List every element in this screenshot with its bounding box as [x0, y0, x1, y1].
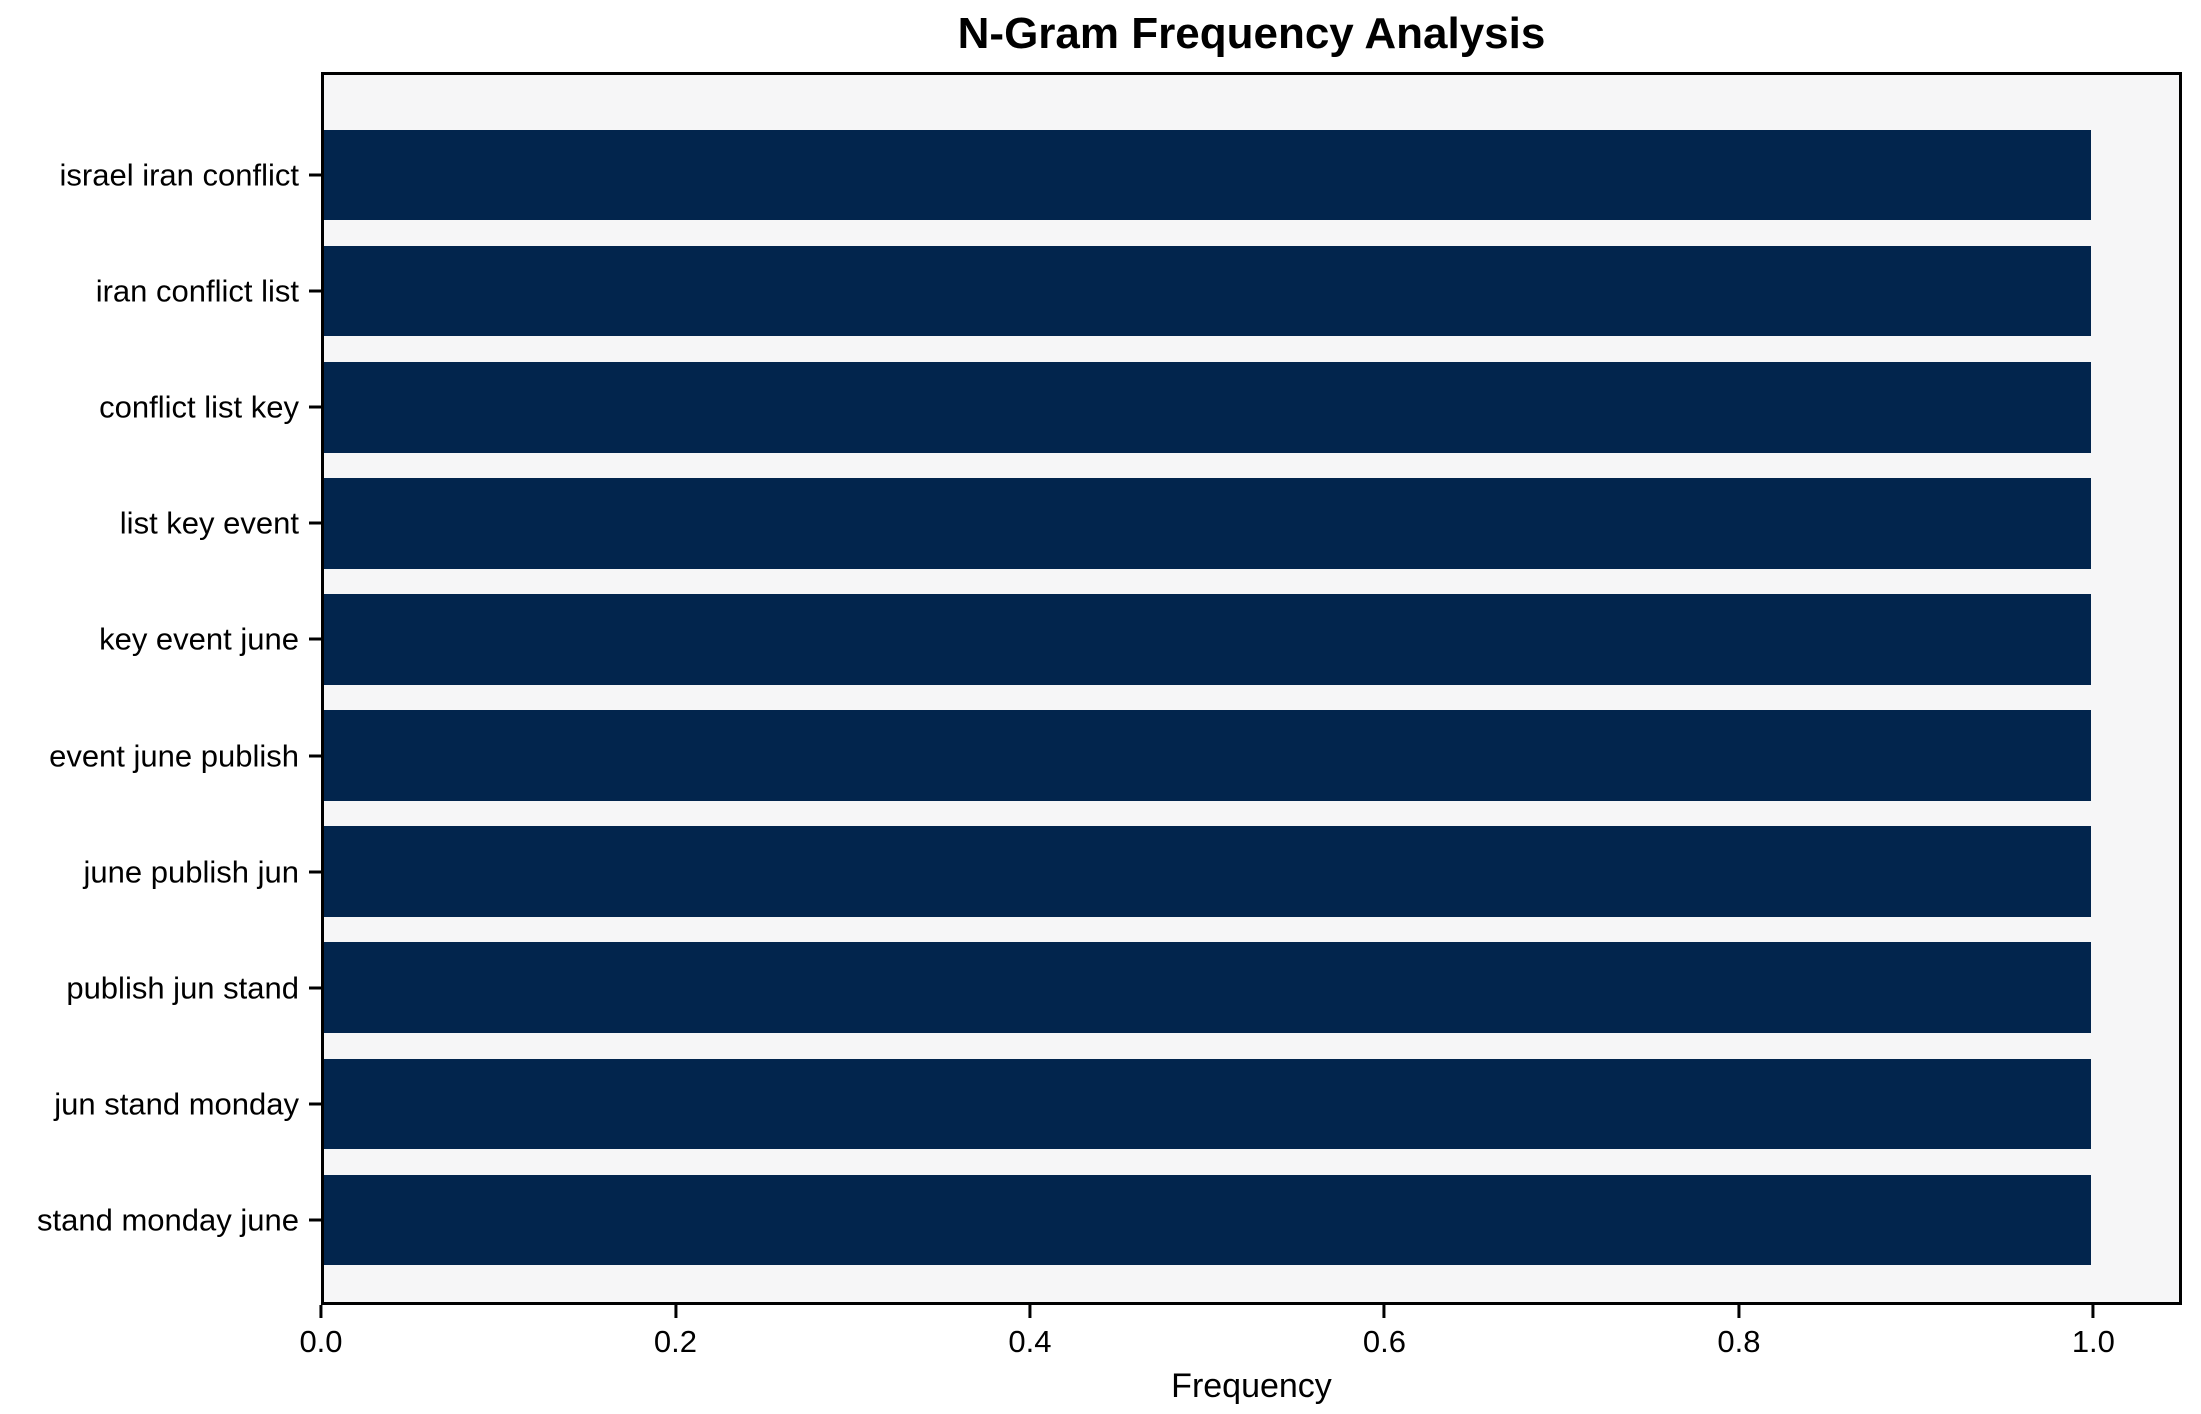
- bar: [324, 361, 2091, 453]
- y-tick-mark: [309, 405, 321, 409]
- y-tick-mark: [309, 870, 321, 874]
- y-tick-label: jun stand monday: [54, 1086, 299, 1122]
- x-tick-label: 0.6: [1362, 1324, 1406, 1359]
- bar: [324, 245, 2091, 337]
- x-tick: 0.6: [1363, 1305, 1406, 1357]
- x-tick: 0.2: [654, 1305, 697, 1357]
- bar-row: jun stand monday: [54, 1046, 2179, 1162]
- y-tick-mark: [309, 173, 321, 177]
- y-tick-label: stand monday june: [37, 1202, 299, 1238]
- plot-area: israel iran conflict iran conflict list co…: [37, 72, 2182, 1305]
- y-tick-label: list key event: [119, 505, 299, 541]
- x-tick-label: 0.0: [299, 1324, 343, 1359]
- x-tick-mark: [2091, 1305, 2095, 1318]
- x-tick-label: 0.4: [1008, 1324, 1052, 1359]
- x-tick-mark: [1028, 1305, 1032, 1318]
- bar: [324, 1058, 2091, 1150]
- bar-row: event june publish: [49, 697, 2179, 813]
- bar-row: conflict list key: [99, 349, 2179, 465]
- y-tick-label: iran conflict list: [95, 273, 299, 309]
- bar-row: list key event: [120, 465, 2179, 581]
- x-tick-mark: [1737, 1305, 1741, 1318]
- y-tick-mark: [309, 1102, 321, 1106]
- y-tick-mark: [309, 986, 321, 990]
- bar-row: june publish jun: [84, 814, 2179, 930]
- y-tick-label: publish jun stand: [66, 970, 299, 1006]
- x-tick-mark: [319, 1305, 323, 1318]
- y-tick-mark: [309, 1218, 321, 1222]
- x-tick: 0.0: [299, 1305, 343, 1359]
- bar: [324, 826, 2091, 917]
- bar-row: israel iran conflict: [60, 117, 2179, 233]
- x-axis-ticks: 0.0 0.2 0.4 0.6 0.8 1.0: [299, 1305, 2182, 1375]
- x-tick: 1.0: [2072, 1305, 2115, 1357]
- x-tick-label: 0.8: [1717, 1324, 1761, 1359]
- x-tick-mark: [673, 1305, 677, 1318]
- y-tick-label: conflict list key: [99, 389, 299, 425]
- y-tick-mark: [309, 521, 321, 525]
- bar: [324, 594, 2091, 685]
- y-tick-label: israel iran conflict: [59, 157, 299, 193]
- x-tick-mark: [1382, 1305, 1386, 1318]
- y-tick-mark: [309, 754, 321, 758]
- y-tick-mark: [309, 289, 321, 293]
- bar: [324, 129, 2091, 221]
- bar-row: publish jun stand: [66, 930, 2179, 1046]
- bar-row: stand monday june: [37, 1162, 2179, 1278]
- y-tick-mark: [309, 637, 321, 641]
- bar-row: key event june: [99, 581, 2179, 697]
- x-tick-label: 1.0: [2071, 1324, 2115, 1359]
- bar-row: iran conflict list: [96, 233, 2179, 349]
- x-axis-label: Frequency: [1171, 1367, 1332, 1405]
- x-tick: 0.4: [1008, 1305, 1051, 1357]
- bar: [324, 710, 2091, 801]
- x-tick: 0.8: [1717, 1305, 1760, 1357]
- y-tick-label: june publish jun: [83, 854, 299, 890]
- bar: [324, 1174, 2091, 1266]
- y-tick-label: event june publish: [49, 738, 299, 774]
- bar: [324, 478, 2091, 569]
- y-tick-label: key event june: [99, 621, 299, 657]
- x-tick-label: 0.2: [653, 1324, 698, 1359]
- bar: [324, 942, 2091, 1033]
- bar-rows: israel iran conflict iran conflict list co…: [37, 75, 2179, 1302]
- chart-title: N-Gram Frequency Analysis: [957, 9, 1546, 58]
